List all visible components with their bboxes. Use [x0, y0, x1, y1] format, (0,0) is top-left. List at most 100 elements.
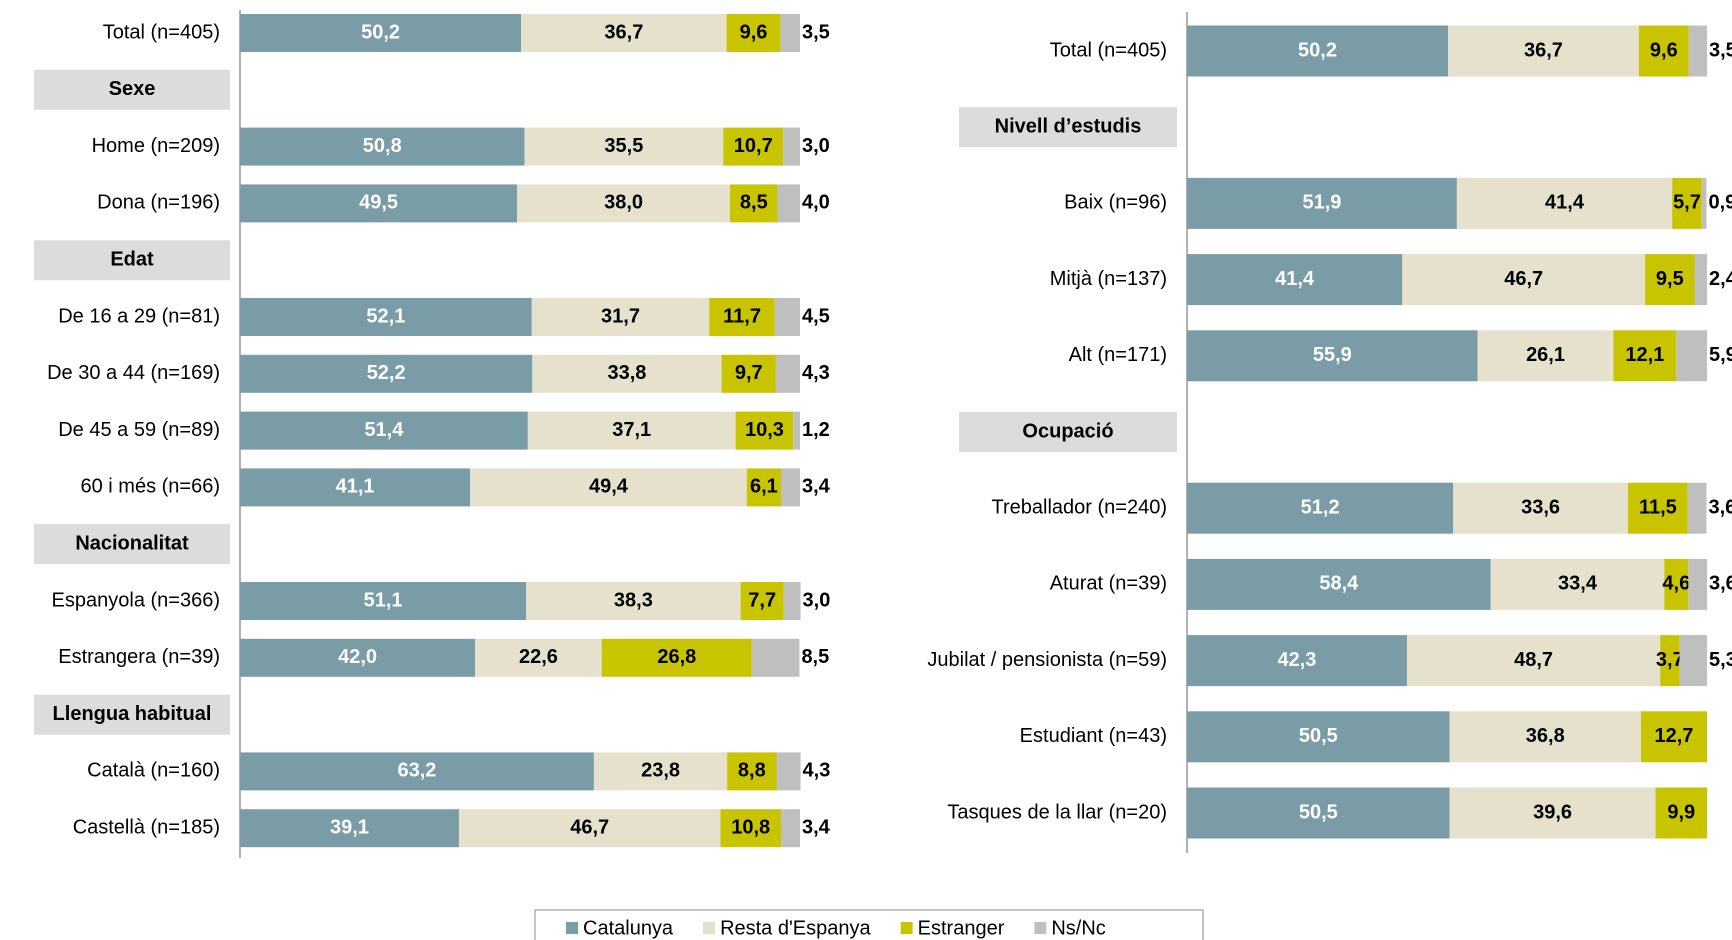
value-label: 52,1 [366, 305, 405, 327]
legend-swatch [566, 922, 578, 934]
bar-segment [793, 411, 800, 450]
bar-segment [240, 809, 459, 848]
bar-segment [1627, 482, 1688, 534]
group-header-bg [959, 107, 1177, 148]
bar-segment [1187, 787, 1450, 839]
value-label: 8,5 [801, 646, 829, 668]
value-label: 37,1 [612, 419, 651, 441]
bar-segment [1187, 254, 1403, 306]
bar-segment [1187, 635, 1407, 687]
legend-box [534, 909, 1204, 940]
value-label: 22,6 [519, 646, 558, 668]
bar-segment [709, 298, 775, 336]
category-label: De 16 a 29 (n=81) [58, 305, 220, 327]
value-label: 31,7 [601, 305, 640, 327]
value-label: 7,7 [748, 589, 776, 611]
bar-segment [521, 14, 727, 52]
value-label: 50,5 [1299, 725, 1338, 747]
value-label: 33,4 [1558, 573, 1598, 595]
value-label: 5,7 [1673, 192, 1701, 214]
value-label: 50,5 [1299, 801, 1338, 823]
value-label: 1,2 [802, 419, 830, 441]
bar-segment [1406, 635, 1661, 687]
value-label: 4,0 [802, 192, 830, 214]
bar-segment [240, 127, 525, 166]
bar-segment [1187, 482, 1454, 534]
bar-segment [1490, 558, 1665, 610]
bar-segment [1402, 254, 1646, 306]
value-label: 48,7 [1514, 649, 1553, 671]
value-label: 33,6 [1521, 496, 1560, 518]
group-header: Edat [110, 248, 154, 270]
group-header: Nacionalitat [75, 532, 189, 554]
value-label: 2,4 [1709, 268, 1732, 290]
bar-segment [470, 468, 747, 507]
bar-segment [524, 127, 724, 166]
value-label: 4,5 [802, 305, 830, 327]
value-label: 0,9 [1708, 192, 1732, 214]
category-label: Català (n=160) [87, 760, 220, 782]
category-label: Home (n=209) [92, 135, 220, 157]
bar-segment [1660, 635, 1680, 687]
value-label: 39,1 [330, 816, 369, 838]
bar-segment [1638, 25, 1689, 77]
bar-segment [475, 638, 602, 677]
value-label: 4,3 [802, 362, 830, 384]
value-label: 50,2 [1298, 39, 1337, 61]
value-label: 4,6 [1662, 573, 1690, 595]
bar-segment [1187, 25, 1449, 77]
category-label: Mitjà (n=137) [1050, 268, 1167, 290]
bar-segment [1676, 330, 1707, 382]
value-label: 52,2 [367, 362, 406, 384]
category-label: 60 i més (n=66) [80, 476, 220, 498]
bar-segment [1187, 558, 1491, 610]
category-label: De 45 a 59 (n=89) [58, 419, 220, 441]
value-label: 51,1 [364, 589, 403, 611]
bar-segment [240, 354, 533, 393]
value-label: 38,3 [614, 589, 653, 611]
value-label: 49,4 [589, 476, 629, 498]
value-label: 58,4 [1319, 573, 1359, 595]
bar-segment [720, 809, 781, 848]
bar-segment [726, 14, 781, 52]
bar-segment [751, 638, 800, 677]
bar-segment [774, 298, 800, 336]
value-label: 41,1 [336, 476, 375, 498]
group-header-bg [34, 694, 230, 735]
value-label: 51,2 [1301, 496, 1340, 518]
value-label: 12,7 [1655, 725, 1694, 747]
group-header: Sexe [109, 78, 156, 100]
value-label: 39,6 [1533, 801, 1572, 823]
bar-segment [1694, 254, 1707, 306]
group-header-bg [34, 240, 230, 281]
value-label: 3,7 [1656, 649, 1684, 671]
value-label: 51,9 [1302, 192, 1341, 214]
value-label: 9,6 [740, 21, 768, 43]
value-label: 41,4 [1545, 192, 1585, 214]
value-label: 3,4 [802, 476, 831, 498]
legend-swatch [1034, 922, 1047, 934]
value-label: 50,8 [363, 135, 402, 157]
bar-segment [240, 411, 528, 450]
value-label: 23,8 [641, 760, 680, 782]
bar-segment [721, 354, 776, 393]
value-label: 11,7 [723, 305, 761, 327]
value-label: 50,2 [361, 21, 400, 43]
value-label: 51,4 [364, 419, 404, 441]
group-header-bg [959, 412, 1177, 452]
value-label: 26,1 [1526, 344, 1565, 366]
value-label: 36,7 [604, 21, 643, 43]
bar-segment [240, 468, 471, 507]
legend-label: Ns/Nc [1051, 917, 1105, 939]
bar-segment [1679, 635, 1707, 687]
value-label: 3,5 [802, 21, 830, 43]
category-label: Estrangera (n=39) [58, 646, 220, 668]
bar-segment [775, 354, 800, 393]
bar-segment [531, 298, 710, 336]
bar-segment [1187, 711, 1450, 763]
value-label: 9,6 [1650, 39, 1678, 61]
bar-segment [1187, 177, 1457, 229]
bar-segment [240, 14, 522, 52]
bar-segment [1449, 787, 1656, 839]
